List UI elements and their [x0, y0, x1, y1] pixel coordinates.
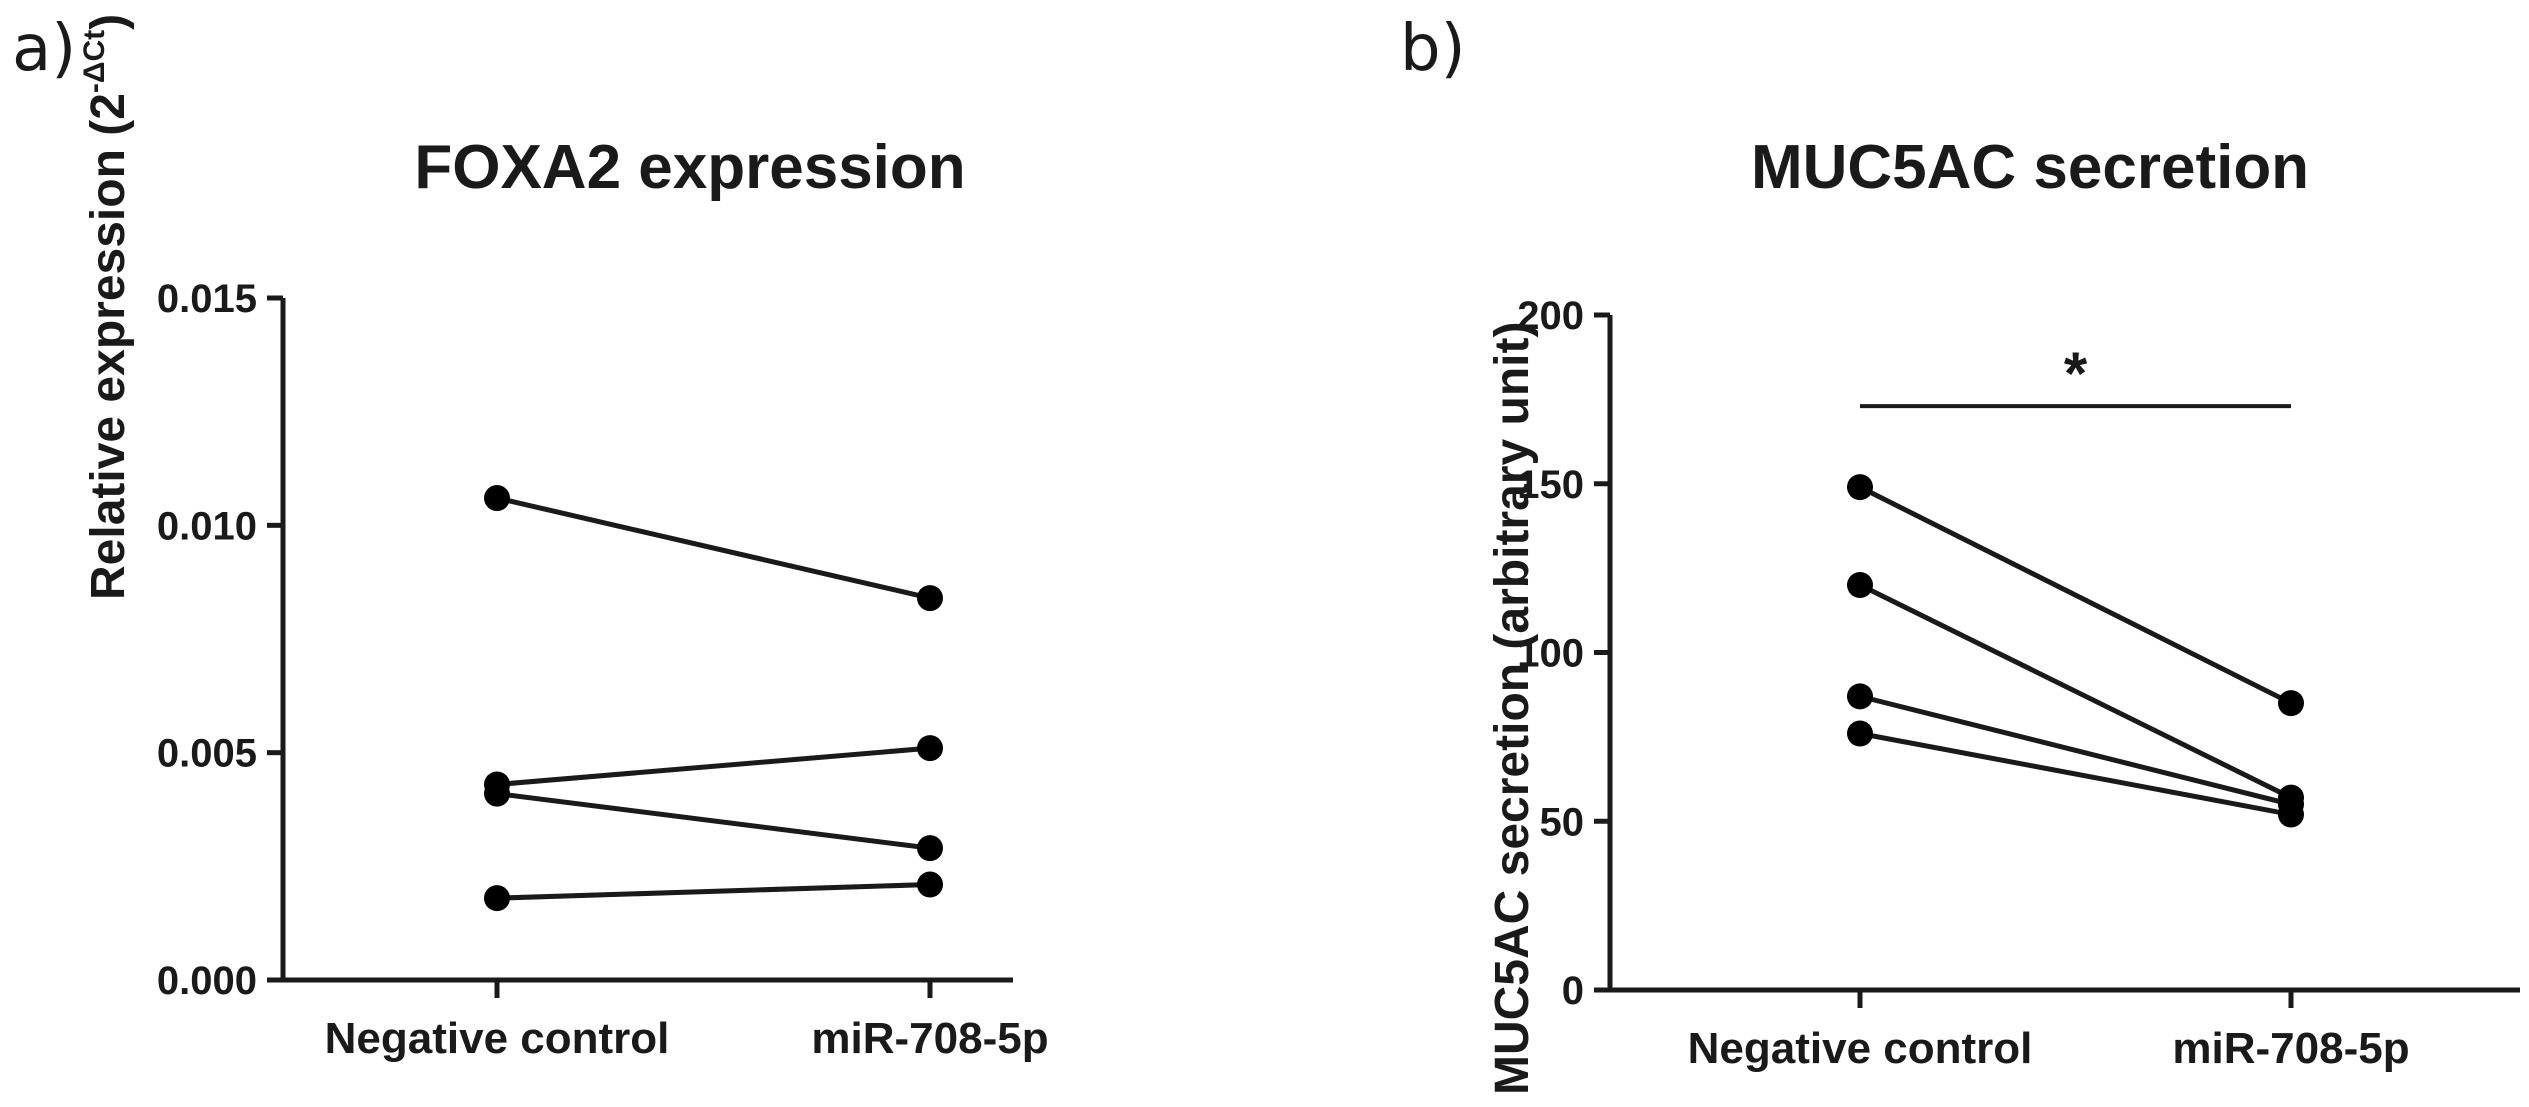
y-tick-label: 150	[1517, 463, 1584, 507]
y-axis-label-a: Relative expression (2-ΔCt)	[78, 14, 135, 600]
series-line	[1858, 484, 2293, 706]
data-point	[1847, 572, 1873, 598]
x-tick-label: miR-708-5p	[2172, 1024, 2409, 1073]
data-point	[1847, 683, 1873, 710]
y-axis-label-b: MUC5AC secretion (arbitrary unit)	[1486, 322, 1539, 1095]
series-line	[1858, 582, 2293, 800]
panel-a: a) FOXA2 expression Relative expression …	[12, 12, 1049, 1063]
plot-b: 0 50 100 150 200 Negative control miR-708-5p *	[1517, 294, 2520, 1073]
y-tick-label: 100	[1517, 632, 1584, 676]
data-point	[2278, 690, 2304, 717]
y-axis-label-a-sup: -ΔCt	[78, 30, 111, 93]
series-line	[496, 882, 931, 901]
data-point	[917, 735, 943, 762]
y-tick-label: 0.015	[157, 277, 257, 321]
y-tick-label: 200	[1517, 294, 1584, 338]
chart-title-a: FOXA2 expression	[414, 133, 965, 202]
panel-b: b) MUC5AC secretion MUC5AC secretion (ar…	[1400, 12, 2520, 1095]
series-line	[1859, 693, 2292, 807]
y-tick-label: 0	[1562, 969, 1584, 1013]
x-tick-label: Negative control	[1688, 1024, 2033, 1073]
significance-star: *	[2064, 340, 2088, 407]
y-tick-label: 50	[1540, 800, 1585, 844]
data-point	[1847, 720, 1873, 747]
x-tick-label: miR-708-5p	[811, 1014, 1048, 1063]
y-axis-label-a-close: )	[82, 14, 135, 30]
data-point	[484, 885, 510, 912]
series-line	[496, 791, 931, 851]
series-line	[496, 495, 931, 601]
x-tick-label: Negative control	[325, 1014, 670, 1063]
data-point	[484, 485, 510, 512]
y-tick-label: 0.005	[157, 732, 257, 776]
data-point	[1847, 474, 1873, 501]
y-axis-label-a-main: Relative expression (2	[82, 93, 135, 600]
panel-label-b: b)	[1400, 12, 1466, 86]
chart-title-b: MUC5AC secretion	[1751, 133, 2309, 202]
panel-label-a: a)	[12, 12, 76, 86]
data-point	[917, 585, 943, 612]
y-tick-label: 0.010	[157, 504, 257, 548]
data-point	[2278, 801, 2304, 828]
plot-a: 0.000 0.005 0.010 0.015 Negative control miR-…	[157, 277, 1049, 1063]
series-line	[1859, 731, 2292, 817]
data-point	[917, 835, 943, 862]
y-tick-label: 0.000	[157, 959, 257, 1003]
data-point	[484, 780, 510, 807]
series-line	[496, 745, 931, 787]
data-point	[917, 871, 943, 898]
